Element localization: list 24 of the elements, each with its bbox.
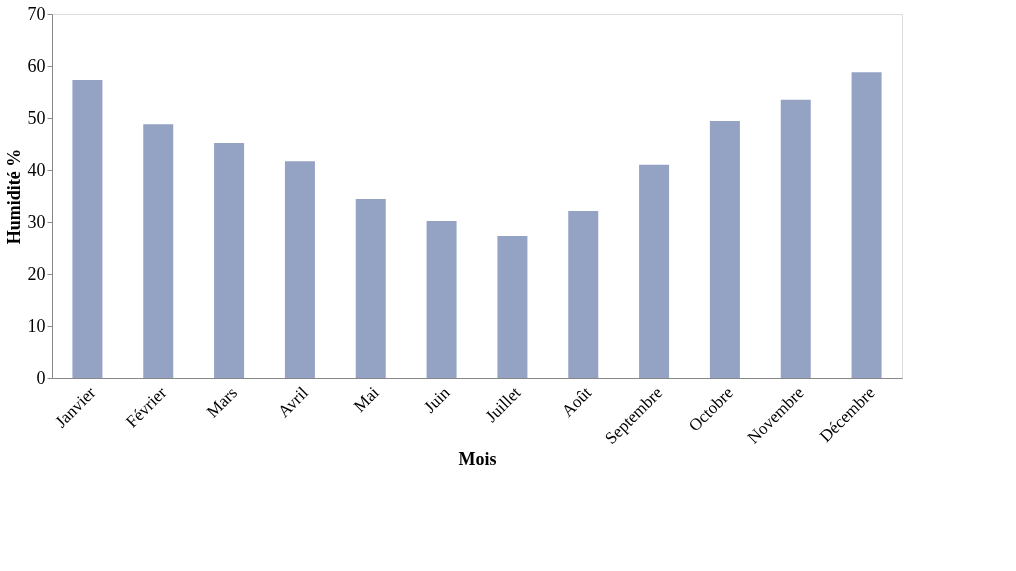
y-tick-label: 0 [36, 367, 46, 388]
bar [639, 164, 670, 378]
y-tick-label: 70 [27, 3, 46, 24]
bar [284, 161, 315, 378]
y-tick-label: 30 [27, 211, 46, 232]
y-tick-label: 40 [27, 159, 46, 180]
bar [709, 121, 740, 378]
bar [214, 142, 245, 378]
bar [780, 99, 811, 378]
bar [851, 72, 882, 378]
y-tick-label: 50 [27, 107, 46, 128]
bar [355, 199, 386, 378]
bar [497, 236, 528, 378]
x-tick-label: Mai [349, 382, 383, 416]
bar [426, 220, 457, 378]
bar [72, 80, 103, 378]
y-tick-label: 20 [27, 263, 46, 284]
y-axis-title: Humidité % [3, 148, 24, 245]
x-tick-label: Juin [420, 382, 454, 417]
bar [568, 211, 599, 378]
y-tick-label: 10 [27, 315, 46, 336]
x-axis-title: Mois [458, 449, 497, 470]
y-tick-label: 60 [27, 55, 46, 76]
bar [143, 124, 174, 378]
